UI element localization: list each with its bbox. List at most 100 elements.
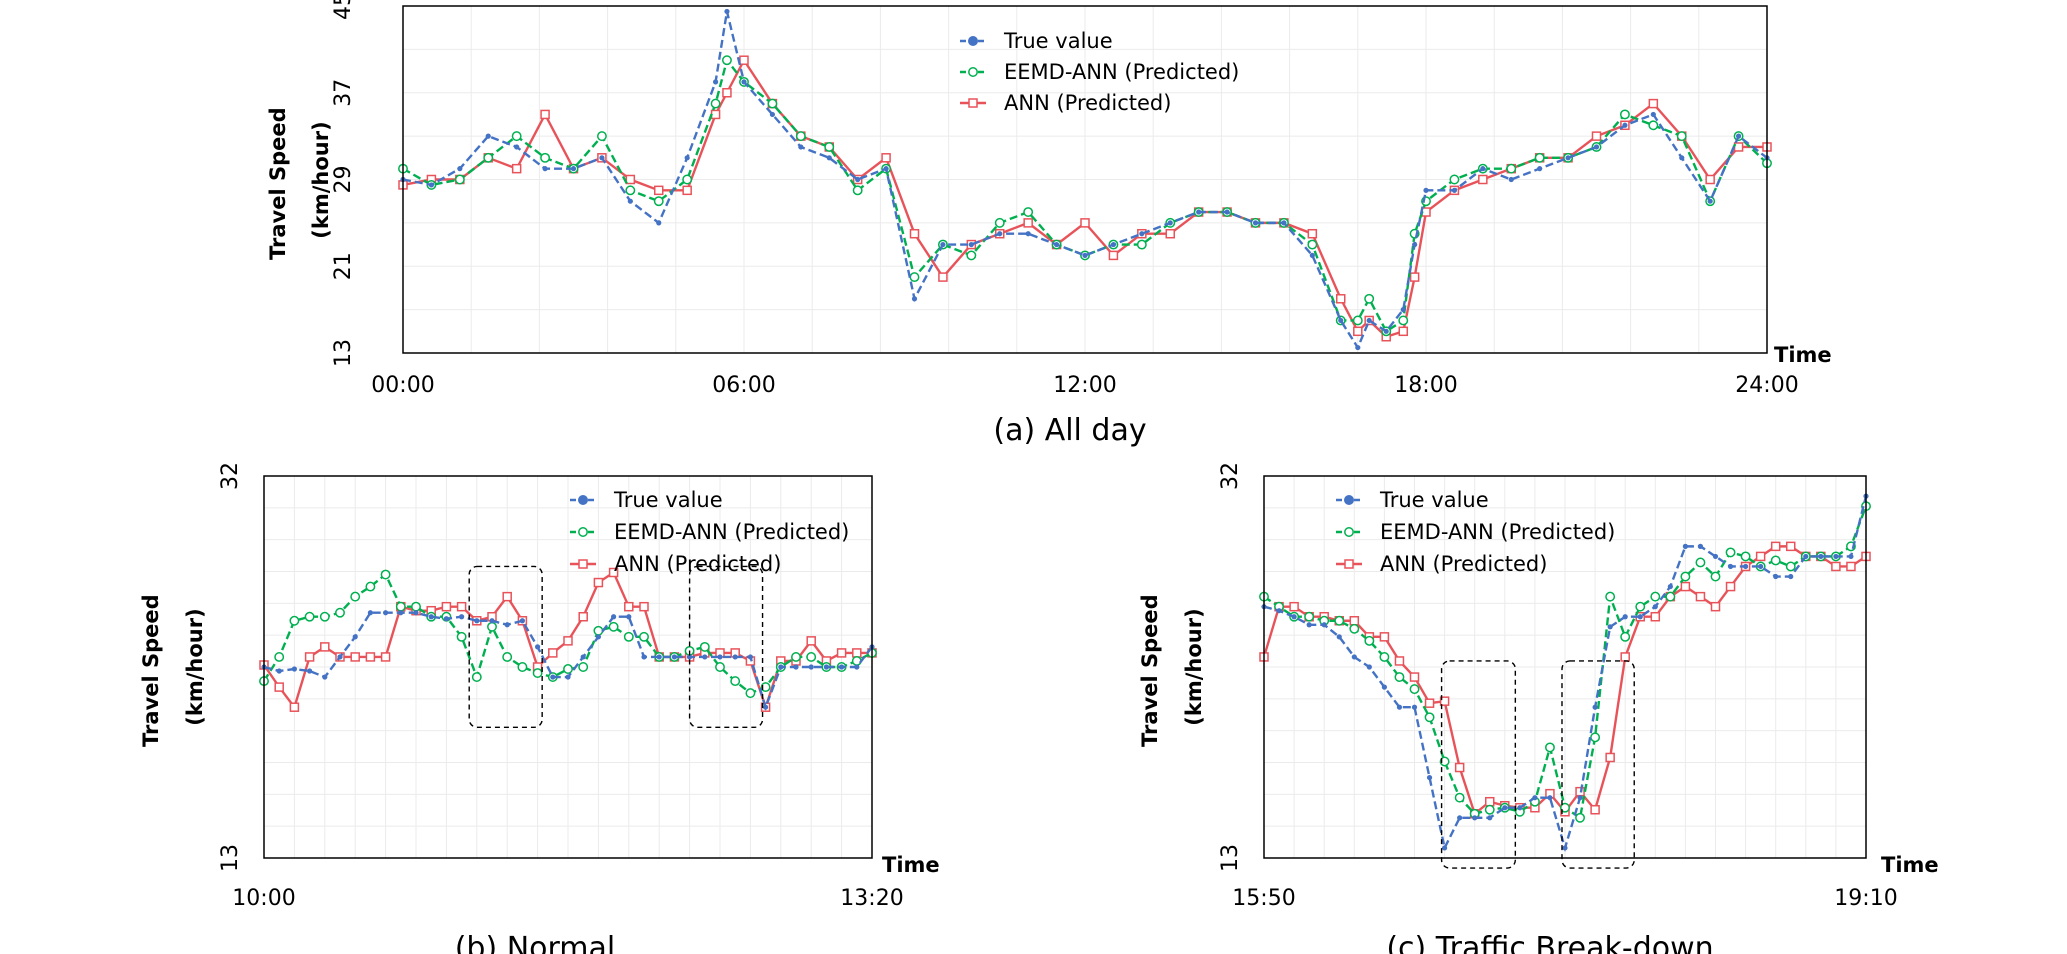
- highlight-box: [688, 565, 764, 729]
- eemd-ann-point: [365, 581, 376, 592]
- y-tick-label: 37: [331, 79, 356, 107]
- ann-point: [548, 648, 558, 658]
- legend-label-ann: ANN (Predicted): [1380, 552, 1547, 576]
- y-axis-label-line2: (km/hour): [309, 121, 333, 238]
- x-axis-label: Time: [882, 853, 940, 877]
- eemd-ann-point: [1136, 239, 1147, 250]
- series-layer: [398, 8, 1772, 351]
- eemd-ann-point: [483, 152, 494, 163]
- eemd-ann-point: [722, 55, 732, 66]
- true-value-point: [671, 654, 678, 660]
- y-tick-label: 32: [1218, 462, 1243, 490]
- chart-traffic-breakdown: 13 32 15:50 19:10 Travel Speed (km/hour) Ti…: [1138, 462, 1939, 954]
- true-value-point: [504, 622, 510, 628]
- true-value-point: [1773, 573, 1779, 580]
- eemd-ann-point: [1560, 802, 1570, 813]
- eemd-ann-point: [1695, 557, 1706, 568]
- true-value-point: [1309, 252, 1315, 259]
- eemd-ann-point: [1785, 561, 1796, 572]
- eemd-ann-point: [502, 651, 513, 662]
- legend-label-true: True value: [1379, 488, 1489, 512]
- true-value-point: [1788, 573, 1794, 580]
- ann-point: [511, 163, 522, 174]
- y-axis-label-line1: Travel Speed: [266, 107, 290, 260]
- y-axis-label-line2: (km/hour): [183, 608, 207, 725]
- true-value-point: [485, 133, 491, 139]
- eemd-ann-point: [730, 676, 741, 687]
- legend: True value EEMD-ANN (Predicted) ANN (Predi…: [570, 488, 849, 576]
- true-value-point: [1593, 144, 1600, 150]
- ann-point: [1770, 541, 1781, 552]
- true-value-point: [542, 166, 548, 172]
- true-value-point: [1667, 583, 1673, 590]
- ann-point: [739, 55, 749, 65]
- ann-point: [881, 153, 891, 163]
- eemd-ann-point: [1334, 615, 1345, 626]
- true-value-point: [352, 634, 358, 640]
- series-true: [1261, 493, 1869, 853]
- eemd-ann-point: [653, 196, 664, 207]
- eemd-ann-point: [791, 651, 801, 662]
- true-value-point: [968, 241, 974, 248]
- true-value-point: [854, 664, 860, 670]
- eemd-ann-point: [1023, 207, 1034, 217]
- ann-point: [578, 559, 588, 569]
- ann-point: [1398, 326, 1409, 337]
- true-value-point: [580, 654, 586, 660]
- series-true: [261, 610, 875, 711]
- gridlines: [1264, 476, 1866, 858]
- eemd-ann-point: [578, 527, 588, 537]
- eemd-ann-point: [517, 662, 528, 672]
- eemd-ann-point: [760, 682, 771, 693]
- ann-point: [938, 272, 948, 282]
- true-value-point: [1224, 209, 1230, 215]
- true-value-point: [578, 495, 588, 505]
- true-value-point: [997, 231, 1003, 237]
- true-value-point: [732, 654, 738, 660]
- true-value-point: [1502, 805, 1508, 811]
- true-value-point: [291, 666, 297, 672]
- true-value-point: [769, 111, 776, 118]
- true-value-point: [337, 654, 343, 660]
- ann-point: [1379, 632, 1390, 642]
- ann-point: [540, 109, 550, 120]
- eemd-ann-point: [1364, 635, 1375, 646]
- ann-point: [1648, 98, 1659, 109]
- true-value-point: [459, 614, 465, 620]
- ann-point: [1344, 559, 1354, 569]
- true-value-point: [428, 614, 434, 620]
- y-tick-label: 32: [218, 462, 243, 490]
- eemd-ann-point: [1740, 551, 1751, 562]
- ann-point: [563, 636, 573, 646]
- x-tick-label: 10:00: [232, 886, 295, 911]
- highlight-boxes: [1440, 660, 1635, 869]
- ann-point: [441, 601, 452, 612]
- true-value-point: [747, 654, 754, 660]
- x-tick-label: 13:20: [840, 886, 903, 911]
- true-value-point: [1637, 614, 1643, 620]
- series-layer: [1259, 493, 1871, 853]
- eemd-ann-point: [1534, 152, 1545, 163]
- y-tick-label: 13: [1218, 844, 1243, 872]
- series-layer: [259, 567, 877, 712]
- highlight-box: [1561, 660, 1635, 869]
- eemd-ann-point: [608, 621, 619, 632]
- x-axis-label: Time: [1881, 853, 1939, 877]
- eemd-ann-point: [682, 174, 693, 185]
- chart-caption: (a) All day: [993, 413, 1146, 448]
- plot-border: [263, 475, 873, 859]
- y-axis-label-line1: Travel Speed: [1138, 594, 1162, 747]
- true-value-point: [968, 36, 978, 46]
- ann-point: [578, 611, 588, 622]
- true-value-point: [570, 166, 577, 172]
- y-axis-label: Travel Speed (km/hour): [266, 100, 333, 260]
- true-value-point: [684, 155, 690, 161]
- eemd-ann-point: [1770, 555, 1781, 566]
- eemd-ann-point: [1575, 812, 1586, 823]
- true-value-point: [1607, 624, 1613, 630]
- y-tick-label: 29: [331, 166, 356, 194]
- legend: True value EEMD-ANN (Predicted) ANN (Predi…: [1336, 488, 1615, 576]
- true-value-point: [1355, 344, 1361, 351]
- true-value-point: [839, 664, 845, 670]
